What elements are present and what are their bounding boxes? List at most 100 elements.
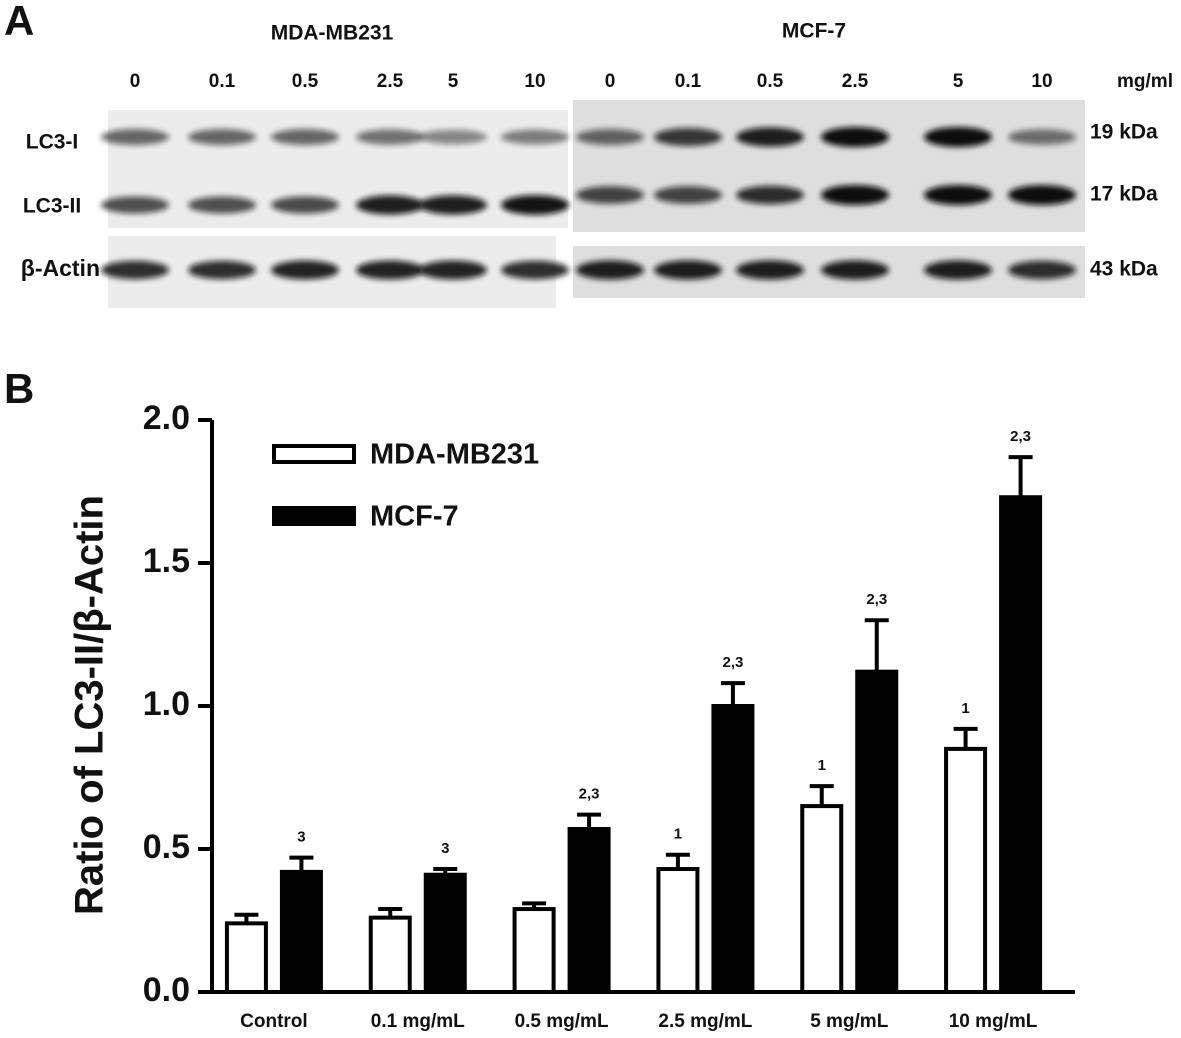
significance-label: 1 (674, 826, 682, 843)
dose-label: 0 (130, 71, 141, 92)
band (501, 260, 569, 280)
significance-label: 1 (961, 700, 969, 717)
x-tick-label: 0.1 mg/mL (371, 1011, 465, 1032)
band (419, 195, 487, 215)
y-tick-label: 0.5 (143, 828, 190, 866)
band (654, 186, 722, 204)
blot-panel (108, 110, 568, 228)
band (924, 185, 992, 205)
dose-label: 5 (448, 71, 459, 92)
bar (999, 495, 1043, 994)
band (821, 260, 889, 280)
legend-label: MDA-MB231 (370, 439, 539, 471)
significance-label: 3 (297, 829, 305, 846)
legend-swatch (272, 506, 356, 526)
band (188, 196, 256, 214)
band (576, 129, 644, 145)
panel-label: A (4, 0, 34, 44)
cell-line-label: MDA-MB231 (271, 22, 394, 45)
dose-label: 0.1 (675, 71, 702, 92)
bar (711, 704, 755, 994)
significance-label: 2,3 (579, 786, 600, 803)
panel-label: B (4, 365, 34, 412)
band (101, 129, 169, 145)
y-tick-label: 1.5 (143, 542, 190, 580)
band (271, 260, 339, 280)
blot-bands (101, 127, 1076, 280)
band (356, 195, 424, 215)
band (188, 129, 256, 145)
dose-label: 0.1 (209, 71, 236, 92)
significance-label: 2,3 (866, 591, 887, 608)
weight-label: 43 kDa (1090, 258, 1158, 281)
dose-label: 2.5 (842, 71, 869, 92)
bar (512, 907, 556, 994)
band (654, 260, 722, 280)
bar (656, 867, 700, 995)
band (188, 260, 256, 280)
weight-label: 17 kDa (1090, 183, 1158, 206)
band (736, 260, 804, 280)
blot-panel (573, 100, 1085, 232)
dose-label: 5 (953, 71, 964, 92)
x-tick-label: 0.5 mg/mL (515, 1011, 609, 1032)
band (821, 185, 889, 205)
band (101, 196, 169, 214)
band-label: β-Actin (21, 255, 100, 281)
significance-label: 1 (818, 757, 826, 774)
bar (855, 669, 899, 994)
band (356, 260, 424, 280)
legend-swatch (272, 444, 356, 464)
x-tick-label: 5 mg/mL (810, 1011, 889, 1032)
band (576, 260, 644, 280)
bar (224, 921, 268, 994)
band (1008, 185, 1076, 205)
band (101, 260, 169, 280)
band-label: LC3-II (23, 195, 81, 218)
band (924, 127, 992, 147)
weight-label: 19 kDa (1090, 121, 1158, 144)
legend-label: MCF-7 (370, 501, 459, 533)
dose-label: 2.5 (377, 71, 404, 92)
band (419, 129, 487, 145)
bar (944, 746, 988, 995)
band (501, 129, 569, 145)
dose-label: 0 (605, 71, 616, 92)
y-tick-label: 1.0 (143, 685, 190, 723)
band (1008, 260, 1076, 280)
band (576, 186, 644, 204)
band (924, 260, 992, 280)
x-tick-label: 2.5 mg/mL (658, 1011, 752, 1032)
dose-label: 10 (524, 71, 545, 92)
y-tick-label: 2.0 (143, 399, 190, 437)
band (271, 129, 339, 145)
bar (423, 872, 467, 994)
band-label: LC3-I (26, 131, 79, 154)
band (654, 128, 722, 146)
band (736, 185, 804, 205)
significance-label: 3 (441, 840, 449, 857)
x-tick-label: 10 mg/mL (949, 1011, 1038, 1032)
band (821, 127, 889, 147)
x-tick-label: Control (240, 1011, 308, 1032)
unit-label: mg/ml (1117, 71, 1173, 92)
bar-chart: B Ratio of LC3-II/β-Actin 0.0 0.5 1.0 1.5 2.0 C… (4, 365, 1075, 1032)
significance-label: 2,3 (1010, 428, 1031, 445)
dose-label: 0.5 (757, 71, 784, 92)
cell-line-label: MCF-7 (782, 20, 846, 43)
significance-label: 2,3 (722, 654, 743, 671)
band (1008, 129, 1076, 145)
band (736, 127, 804, 147)
y-axis-label: Ratio of LC3-II/β-Actin (68, 495, 112, 915)
dose-label: 0.5 (292, 71, 319, 92)
y-tick-label: 0.0 (143, 971, 190, 1009)
band (356, 129, 424, 145)
bar (368, 915, 412, 995)
dose-label: 10 (1031, 71, 1052, 92)
band (419, 260, 487, 280)
band (271, 196, 339, 214)
bar (567, 826, 611, 994)
bar (279, 869, 323, 995)
bar (800, 804, 844, 994)
